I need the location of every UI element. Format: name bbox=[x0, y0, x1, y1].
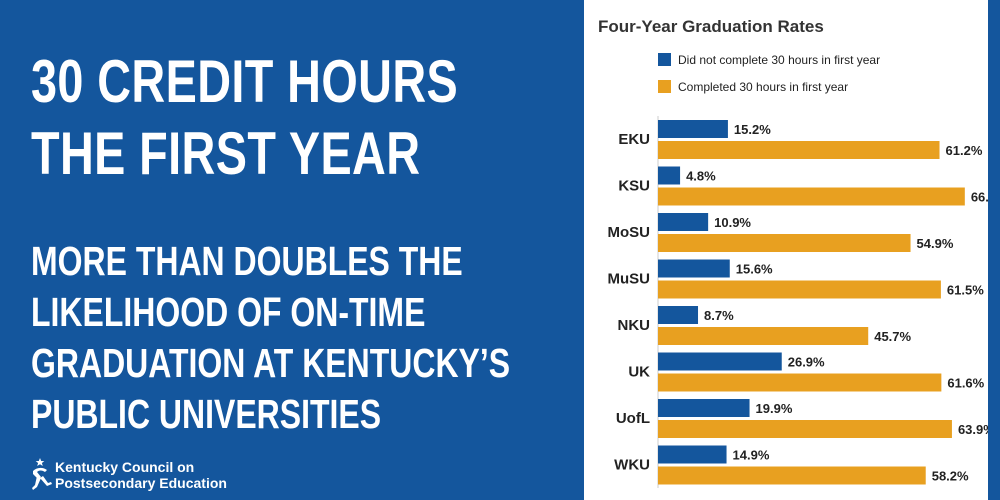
logo-text: Kentucky Council on Postsecondary Educat… bbox=[55, 459, 227, 491]
headline-line-2: THE FIRST YEAR bbox=[31, 120, 421, 187]
bar-series-1 bbox=[658, 352, 782, 371]
running-figure-icon bbox=[32, 458, 52, 490]
legend-swatch-series-1 bbox=[658, 53, 671, 66]
data-label-series-2: 61.2% bbox=[946, 143, 983, 158]
logo-line-2: Postsecondary Education bbox=[55, 475, 227, 491]
bar-series-2 bbox=[658, 280, 941, 299]
data-label-series-1: 26.9% bbox=[788, 355, 825, 370]
data-label-series-1: 14.9% bbox=[733, 448, 770, 463]
headline-line-1: 30 CREDIT HOURS bbox=[31, 48, 459, 115]
bar-series-1 bbox=[658, 445, 727, 464]
category-label: NKU bbox=[618, 317, 651, 334]
subheadline-line-1: MORE THAN DOUBLES THE bbox=[31, 238, 463, 284]
chart-bars: EKU 15.2% 61.2% KSU 4.8% 66.7% MoSU 10.9% 54.9% M… bbox=[608, 116, 988, 488]
cpe-logo: Kentucky Council on Postsecondary Educat… bbox=[27, 457, 287, 493]
bar-series-2 bbox=[658, 466, 926, 485]
chart-title: Four-Year Graduation Rates bbox=[598, 17, 824, 36]
subheadline-line-4: PUBLIC UNIVERSITIES bbox=[31, 391, 382, 437]
category-label: EKU bbox=[618, 131, 650, 148]
bar-series-1 bbox=[658, 120, 728, 138]
data-label-series-1: 8.7% bbox=[704, 308, 734, 323]
left-panel: 30 CREDIT HOURS THE FIRST YEAR MORE THAN… bbox=[27, 46, 510, 493]
bar-series-2 bbox=[658, 327, 869, 345]
bar-series-1 bbox=[658, 213, 709, 231]
bar-series-2 bbox=[658, 141, 940, 159]
data-label-series-1: 15.6% bbox=[736, 262, 773, 277]
data-label-series-2: 63.9% bbox=[958, 422, 988, 437]
bar-series-1 bbox=[658, 399, 750, 417]
category-label: KSU bbox=[618, 178, 650, 195]
subheadline: MORE THAN DOUBLES THE LIKELIHOOD OF ON-T… bbox=[31, 236, 510, 440]
headline: 30 CREDIT HOURS THE FIRST YEAR bbox=[31, 46, 458, 190]
subheadline-line-2: LIKELIHOOD OF ON-TIME bbox=[31, 289, 426, 335]
category-label: MoSU bbox=[608, 224, 651, 241]
category-label: MuSU bbox=[608, 271, 651, 288]
subheadline-line-3: GRADUATION AT KENTUCKY’S bbox=[31, 340, 511, 386]
data-label-series-1: 19.9% bbox=[756, 401, 793, 416]
legend-label-series-1: Did not complete 30 hours in first year bbox=[678, 53, 880, 67]
data-label-series-1: 10.9% bbox=[714, 215, 751, 230]
legend-swatch-series-2 bbox=[658, 80, 671, 93]
bar-series-2 bbox=[658, 234, 911, 252]
bar-series-1 bbox=[658, 306, 699, 324]
bar-series-2 bbox=[658, 420, 952, 438]
data-label-series-1: 15.2% bbox=[734, 122, 771, 137]
chart-panel: Four-Year Graduation Rates Did not compl… bbox=[584, 0, 988, 500]
bar-series-1 bbox=[658, 166, 681, 185]
data-label-series-2: 45.7% bbox=[874, 329, 911, 344]
data-label-series-1: 4.8% bbox=[686, 169, 716, 184]
data-label-series-2: 58.2% bbox=[932, 469, 969, 484]
logo-line-1: Kentucky Council on bbox=[55, 459, 195, 475]
legend-label-series-2: Completed 30 hours in first year bbox=[678, 80, 848, 94]
category-label: UK bbox=[628, 364, 650, 381]
bar-series-1 bbox=[658, 259, 730, 278]
data-label-series-2: 66.7% bbox=[971, 190, 988, 205]
graduation-rates-chart: Four-Year Graduation Rates Did not compl… bbox=[598, 17, 988, 488]
category-label: UofL bbox=[616, 410, 650, 427]
data-label-series-2: 61.5% bbox=[947, 283, 984, 298]
bar-series-2 bbox=[658, 187, 965, 206]
data-label-series-2: 54.9% bbox=[917, 236, 954, 251]
category-label: WKU bbox=[614, 457, 650, 474]
data-label-series-2: 61.6% bbox=[947, 376, 984, 391]
bar-series-2 bbox=[658, 373, 942, 392]
